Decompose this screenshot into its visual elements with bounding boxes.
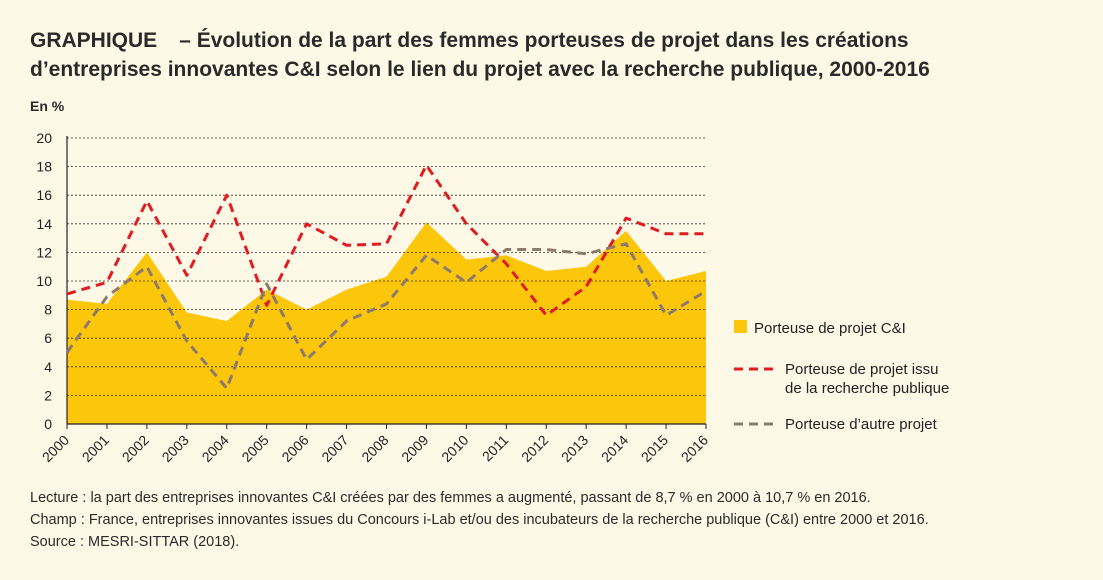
x-tick-label-2001: 2001 [79, 432, 112, 465]
area-series-porteuse-ci [67, 222, 706, 424]
x-tick-label-2006: 2006 [278, 432, 311, 465]
x-tick-label-2002: 2002 [119, 432, 152, 465]
x-tick-label-2009: 2009 [398, 432, 431, 465]
x-tick-label-2004: 2004 [199, 432, 232, 465]
y-axis-unit-label: En % [30, 98, 65, 114]
x-tick-label-2010: 2010 [438, 432, 471, 465]
legend-label-porteuse-ci: Porteuse de projet C&I [754, 320, 906, 337]
y-tick-label: 14 [36, 216, 52, 232]
x-tick-label-2014: 2014 [598, 432, 631, 465]
x-tick-label-2000: 2000 [39, 432, 72, 465]
y-tick-label: 6 [44, 330, 52, 346]
title-line-2: d’entreprises innovantes C&I selon le li… [30, 58, 930, 81]
y-tick-label: 4 [44, 359, 52, 375]
line-series-autre-projet [65, 242, 707, 390]
line-series-recherche-publique [66, 163, 706, 317]
chart-title: GRAPHIQUE – Évolution de la part des femm… [30, 26, 1090, 84]
note-source: Source : MESRI-SITTAR (2018). [30, 534, 240, 550]
x-tick-label-2016: 2016 [678, 432, 711, 465]
y-tick-label: 16 [36, 187, 52, 203]
x-tick-label-2005: 2005 [238, 432, 271, 465]
legend-label-autre-projet: Porteuse d’autre projet [785, 416, 938, 433]
chart-notes: Lecture : la part des entreprises innova… [30, 487, 1100, 553]
y-tick-label: 10 [36, 273, 52, 289]
y-tick-label: 2 [44, 387, 52, 403]
x-tick-label-2008: 2008 [358, 432, 391, 465]
legend-swatch-porteuse-ci [734, 320, 747, 333]
y-tick-label: 20 [36, 130, 52, 146]
x-tick-label-2012: 2012 [518, 432, 551, 465]
x-tick-label-2013: 2013 [558, 432, 591, 465]
title-label: GRAPHIQUE [30, 29, 158, 52]
y-tick-label: 0 [44, 416, 52, 432]
note-champ: Champ : France, entreprises innovantes i… [30, 512, 929, 528]
x-tick-label-2003: 2003 [159, 432, 192, 465]
note-lecture: Lecture : la part des entreprises innova… [30, 490, 871, 506]
y-tick-label: 8 [44, 302, 52, 318]
legend-label-recherche-publique-line1: Porteuse de projet issu [785, 361, 938, 378]
legend-label-recherche-publique-line2: de la recherche publique [785, 380, 949, 397]
x-tick-label-2011: 2011 [479, 432, 512, 465]
x-tick-label-2007: 2007 [318, 432, 351, 465]
x-tick-label-2015: 2015 [638, 432, 671, 465]
y-tick-label: 12 [36, 244, 52, 260]
title-line-1: – Évolution de la part des femmes porteu… [179, 29, 909, 52]
y-tick-label: 18 [36, 159, 52, 175]
